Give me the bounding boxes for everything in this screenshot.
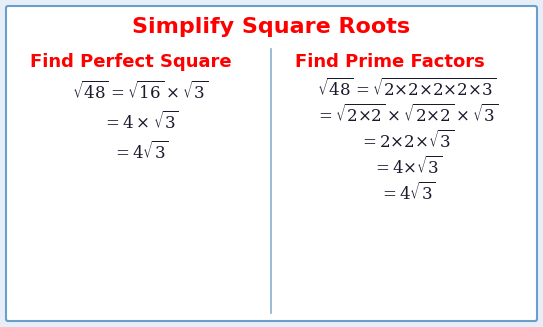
Text: $= 4\sqrt{3}$: $= 4\sqrt{3}$ bbox=[112, 141, 168, 163]
Text: $\sqrt{48} = \sqrt{16} \times \sqrt{3}$: $\sqrt{48} = \sqrt{16} \times \sqrt{3}$ bbox=[72, 81, 208, 103]
Text: $\sqrt{48} = \sqrt{2{\times}2{\times}2{\times}2{\times}3}$: $\sqrt{48} = \sqrt{2{\times}2{\times}2{\… bbox=[318, 78, 496, 100]
Text: $= 4\sqrt{3}$: $= 4\sqrt{3}$ bbox=[378, 182, 435, 204]
Text: $= \sqrt{2{\times}2} \times \sqrt{2{\times}2} \times \sqrt{3}$: $= \sqrt{2{\times}2} \times \sqrt{2{\tim… bbox=[315, 104, 498, 126]
Text: Simplify Square Roots: Simplify Square Roots bbox=[132, 17, 410, 37]
Text: $= 4{\times}\sqrt{3}$: $= 4{\times}\sqrt{3}$ bbox=[372, 156, 443, 178]
Text: $= 4 \times \sqrt{3}$: $= 4 \times \sqrt{3}$ bbox=[102, 111, 179, 133]
Text: Find Prime Factors: Find Prime Factors bbox=[295, 53, 485, 71]
Text: $= 2{\times}2{\times}\sqrt{3}$: $= 2{\times}2{\times}\sqrt{3}$ bbox=[359, 130, 454, 152]
FancyBboxPatch shape bbox=[6, 6, 537, 321]
Text: Find Perfect Square: Find Perfect Square bbox=[30, 53, 232, 71]
